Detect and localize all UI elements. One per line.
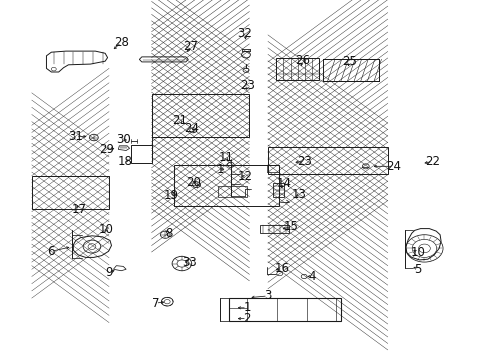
Text: 9: 9 [104,266,112,279]
Bar [272,183,283,197]
Text: 13: 13 [291,188,306,201]
Bar [228,298,341,321]
Text: 5: 5 [413,263,421,276]
Text: 19: 19 [163,189,178,202]
Text: 6: 6 [47,245,55,258]
Text: 23: 23 [296,155,311,168]
Text: 30: 30 [116,133,130,146]
Text: 12: 12 [238,170,252,183]
Text: 1: 1 [216,163,224,176]
Bar [322,59,378,81]
Text: 18: 18 [117,155,132,168]
Text: 11: 11 [218,151,233,164]
Text: 20: 20 [185,176,200,189]
Text: 7: 7 [151,297,159,310]
Text: 1: 1 [243,301,250,314]
Text: 32: 32 [237,27,252,40]
Bar [217,186,246,197]
Text: 17: 17 [72,203,86,216]
Text: 33: 33 [182,256,197,269]
Text: 26: 26 [294,54,309,67]
Text: 28: 28 [114,36,128,49]
Text: 10: 10 [99,223,114,236]
Text: 25: 25 [342,55,356,68]
Bar [151,94,249,137]
Text: 24: 24 [386,160,400,173]
Text: 31: 31 [68,130,83,143]
Text: 16: 16 [275,262,289,275]
Text: 27: 27 [183,40,198,53]
Text: 29: 29 [99,143,114,156]
Text: 22: 22 [425,155,439,168]
Text: 8: 8 [164,227,172,240]
Text: 2: 2 [243,312,250,325]
Text: 24: 24 [184,122,199,135]
Bar [32,176,109,209]
Bar [260,225,288,233]
Text: 15: 15 [283,220,298,233]
Bar [131,145,151,163]
Text: 21: 21 [172,114,187,127]
Text: 10: 10 [410,246,425,259]
Text: 23: 23 [240,79,254,92]
Text: 14: 14 [277,177,291,190]
Bar [173,165,278,206]
Bar [267,147,387,174]
Text: 3: 3 [264,289,271,302]
Bar [276,58,319,80]
Text: 4: 4 [307,270,315,283]
